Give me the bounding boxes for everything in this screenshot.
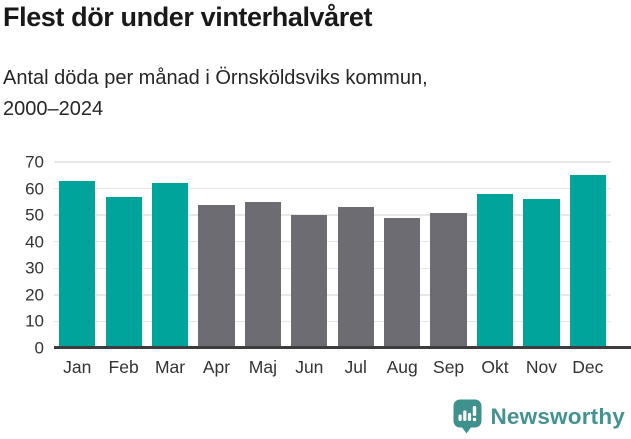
bar-okt	[476, 193, 514, 348]
bar-jul	[337, 207, 374, 348]
bar-slot-sep	[425, 162, 471, 348]
x-tick-label-aug: Aug	[386, 357, 418, 377]
y-tick-label-60: 60	[25, 179, 44, 199]
gridline-50	[54, 214, 611, 216]
chart-subtitle: Antal döda per månad i Örnsköldsviks kom…	[3, 63, 428, 125]
gridline-20	[54, 294, 611, 296]
gridline-40	[54, 240, 611, 243]
bar-sep	[430, 212, 467, 348]
bar-slot-apr	[193, 162, 239, 348]
bar-mar	[151, 183, 189, 348]
x-tick-label-jan: Jan	[63, 357, 92, 377]
x-tick-label-sep: Sep	[433, 357, 465, 377]
bar-maj	[244, 201, 281, 348]
x-tick-label-dec: Dec	[572, 357, 604, 377]
gridline-10	[54, 320, 611, 323]
bar-slot-jan	[54, 162, 100, 348]
x-axis-labels: Jan Feb Mar Apr Maj Jun Jul Aug Sep Okt Nov Dec	[54, 356, 611, 378]
bars-row	[54, 162, 611, 348]
y-axis: 0 10 20 30 40 50 60 70	[0, 154, 44, 357]
bar-slot-maj	[240, 162, 286, 348]
bar-aug	[384, 217, 421, 348]
gridline-30	[54, 267, 611, 270]
bar-slot-okt	[472, 162, 518, 348]
plot-area	[54, 161, 611, 348]
bar-slot-jul	[333, 162, 379, 348]
x-tick-label-apr: Apr	[202, 357, 231, 377]
y-tick-label-0: 0	[34, 338, 44, 358]
bar-apr	[198, 204, 235, 348]
brand-footer: Newsworthy	[453, 399, 625, 434]
y-tick-label-70: 70	[25, 152, 44, 172]
bar-nov	[523, 199, 560, 348]
gridline-70	[54, 161, 611, 163]
bar-slot-nov	[518, 162, 564, 348]
bar-dec	[569, 175, 606, 348]
bar-slot-aug	[379, 162, 425, 348]
bar-jun	[291, 215, 328, 348]
bar-feb	[105, 196, 142, 348]
y-tick-label-10: 10	[25, 311, 44, 331]
x-tick-label-nov: Nov	[525, 357, 557, 377]
chart-title: Flest dör under vinterhalvåret	[3, 2, 373, 32]
gridline-60	[54, 187, 611, 190]
bar-slot-mar	[147, 162, 193, 348]
x-tick-label-maj: Maj	[248, 357, 277, 377]
bar-slot-feb	[100, 162, 146, 348]
x-tick-label-jul: Jul	[344, 357, 367, 377]
brand-name: Newsworthy	[490, 403, 625, 429]
x-tick-label-okt: Okt	[481, 357, 509, 377]
x-tick-label-mar: Mar	[154, 357, 186, 377]
y-tick-label-30: 30	[25, 258, 44, 278]
newsworthy-logo-icon	[453, 399, 482, 434]
bar-jan	[59, 180, 96, 348]
x-tick-label-jun: Jun	[295, 357, 324, 377]
y-tick-label-50: 50	[25, 205, 44, 225]
x-axis-line	[54, 346, 631, 349]
chart-subtitle-line2: 2000–2024	[3, 98, 104, 120]
bar-slot-dec	[565, 162, 611, 348]
y-tick-label-20: 20	[25, 285, 44, 305]
chart-subtitle-line1: Antal döda per månad i Örnsköldsviks kom…	[3, 67, 428, 89]
bar-slot-jun	[286, 162, 332, 348]
y-tick-label-40: 40	[25, 232, 44, 252]
x-tick-label-feb: Feb	[108, 357, 139, 377]
